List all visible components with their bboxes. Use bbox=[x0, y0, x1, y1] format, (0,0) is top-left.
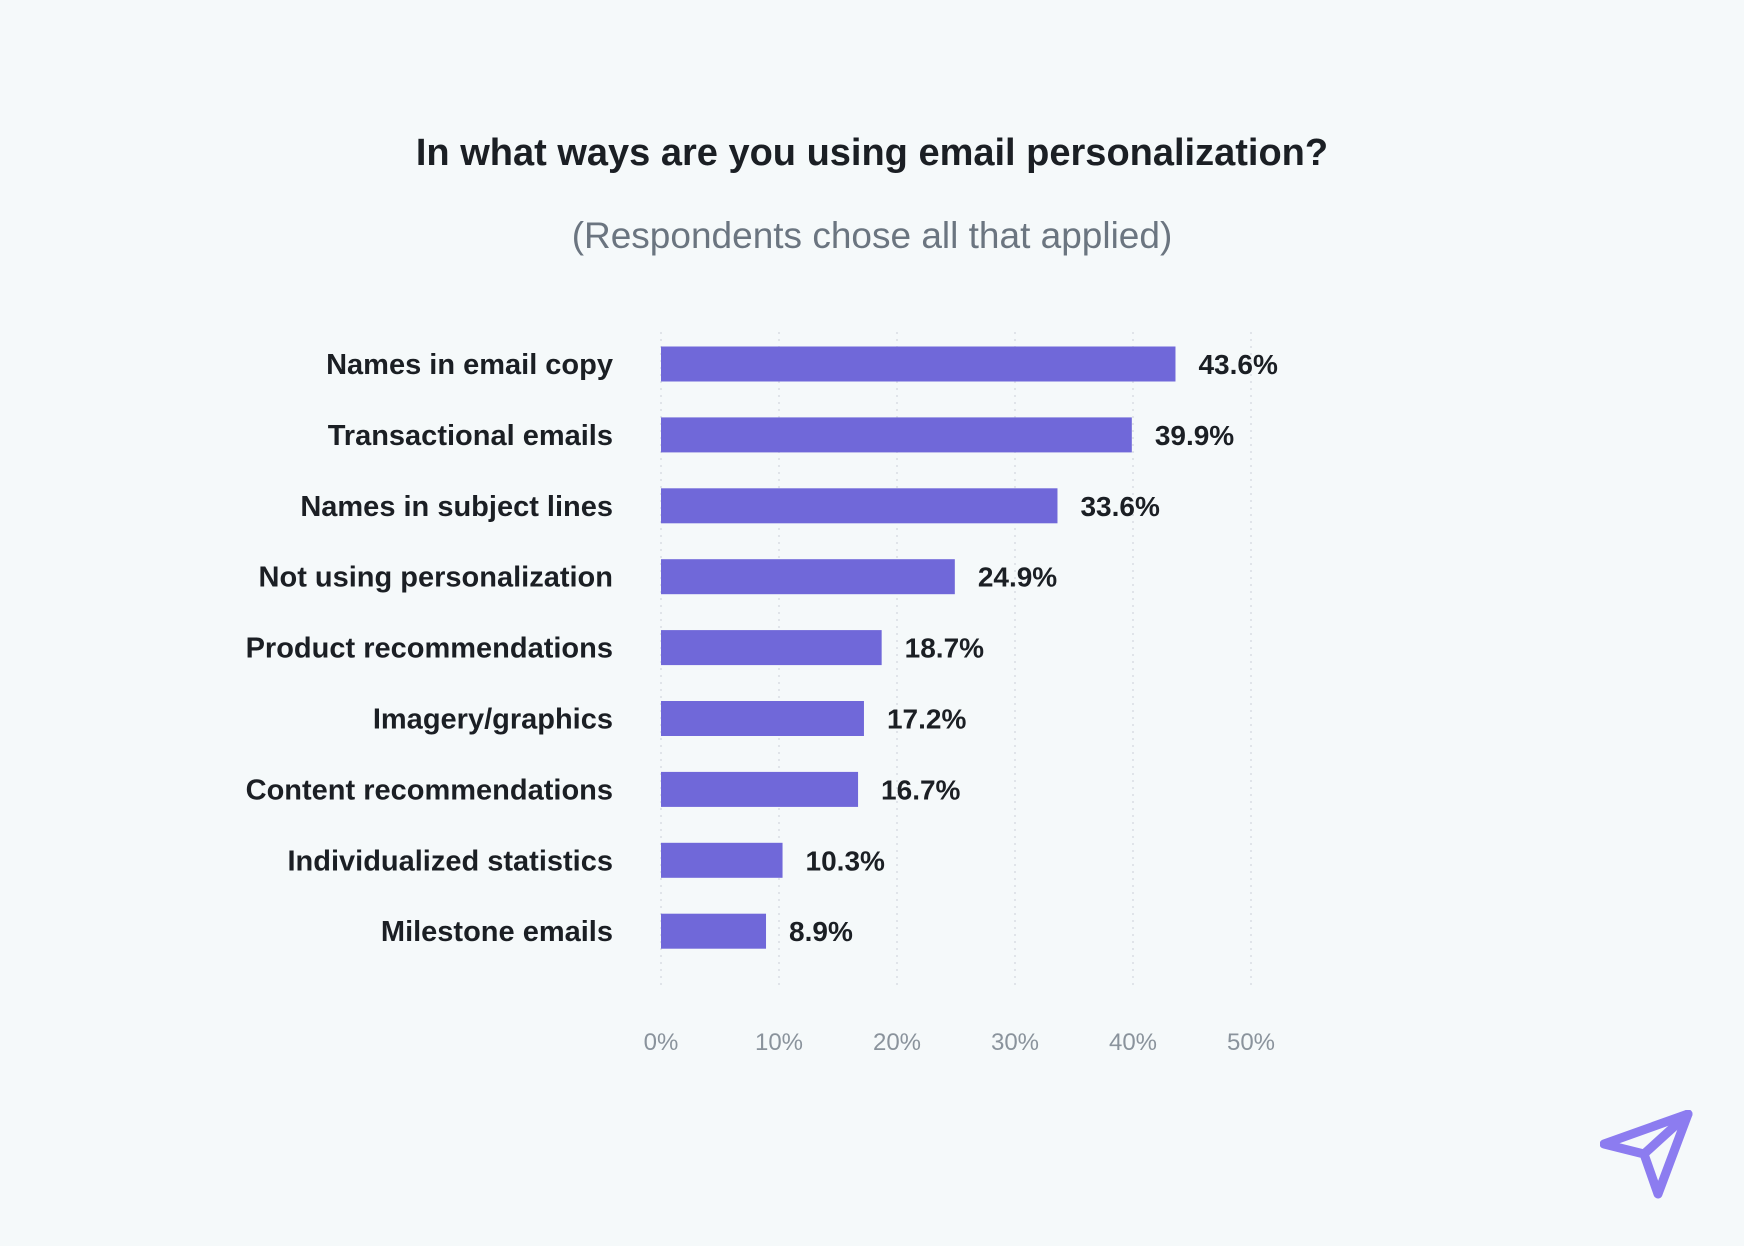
chart-title: In what ways are you using email persona… bbox=[415, 132, 1329, 174]
value-label: 43.6% bbox=[1198, 349, 1277, 380]
category-label: Content recommendations bbox=[246, 774, 613, 806]
category-label: Names in email copy bbox=[326, 349, 613, 381]
value-label: 10.3% bbox=[806, 845, 885, 876]
x-tick-label: 40% bbox=[1109, 1029, 1157, 1056]
bar bbox=[661, 771, 859, 807]
value-label: 33.6% bbox=[1080, 491, 1159, 522]
x-tick-label: 10% bbox=[755, 1029, 803, 1056]
value-label: 24.9% bbox=[978, 562, 1057, 593]
category-label: Names in subject lines bbox=[300, 491, 613, 523]
value-labels: 43.6% 39.9% 33.6% 24.9% 18.7% 17.2% 16.7% 10.3%… bbox=[789, 349, 1278, 947]
category-label: Milestone emails bbox=[381, 916, 613, 948]
value-label: 16.7% bbox=[881, 774, 960, 805]
category-label: Imagery/graphics bbox=[373, 704, 613, 736]
bar bbox=[661, 346, 1176, 382]
bar bbox=[661, 630, 882, 666]
category-labels: Names in email copy Transactional emails N… bbox=[246, 349, 613, 948]
chart-subtitle: (Respondents chose all that applied) bbox=[571, 215, 1173, 256]
value-label: 39.9% bbox=[1155, 420, 1234, 451]
x-tick-label: 20% bbox=[873, 1029, 921, 1056]
value-label: 18.7% bbox=[905, 633, 984, 664]
category-label: Individualized statistics bbox=[287, 845, 613, 877]
x-tick-label: 50% bbox=[1227, 1029, 1275, 1056]
bar bbox=[661, 488, 1058, 524]
x-tick-label: 0% bbox=[644, 1029, 679, 1056]
bars bbox=[661, 346, 1176, 949]
category-label: Product recommendations bbox=[246, 633, 613, 665]
x-tick-label: 30% bbox=[991, 1029, 1039, 1056]
bar bbox=[661, 559, 955, 595]
paper-plane-icon bbox=[1600, 1110, 1693, 1199]
bar bbox=[661, 417, 1132, 453]
value-label: 8.9% bbox=[789, 916, 853, 947]
value-label: 17.2% bbox=[887, 704, 966, 735]
category-label: Transactional emails bbox=[328, 420, 613, 452]
bar bbox=[661, 913, 767, 949]
x-axis-ticks: 0% 10% 20% 30% 40% 50% bbox=[644, 1029, 1275, 1056]
bar bbox=[661, 701, 864, 736]
category-label: Not using personalization bbox=[259, 562, 613, 594]
bar bbox=[661, 842, 783, 878]
